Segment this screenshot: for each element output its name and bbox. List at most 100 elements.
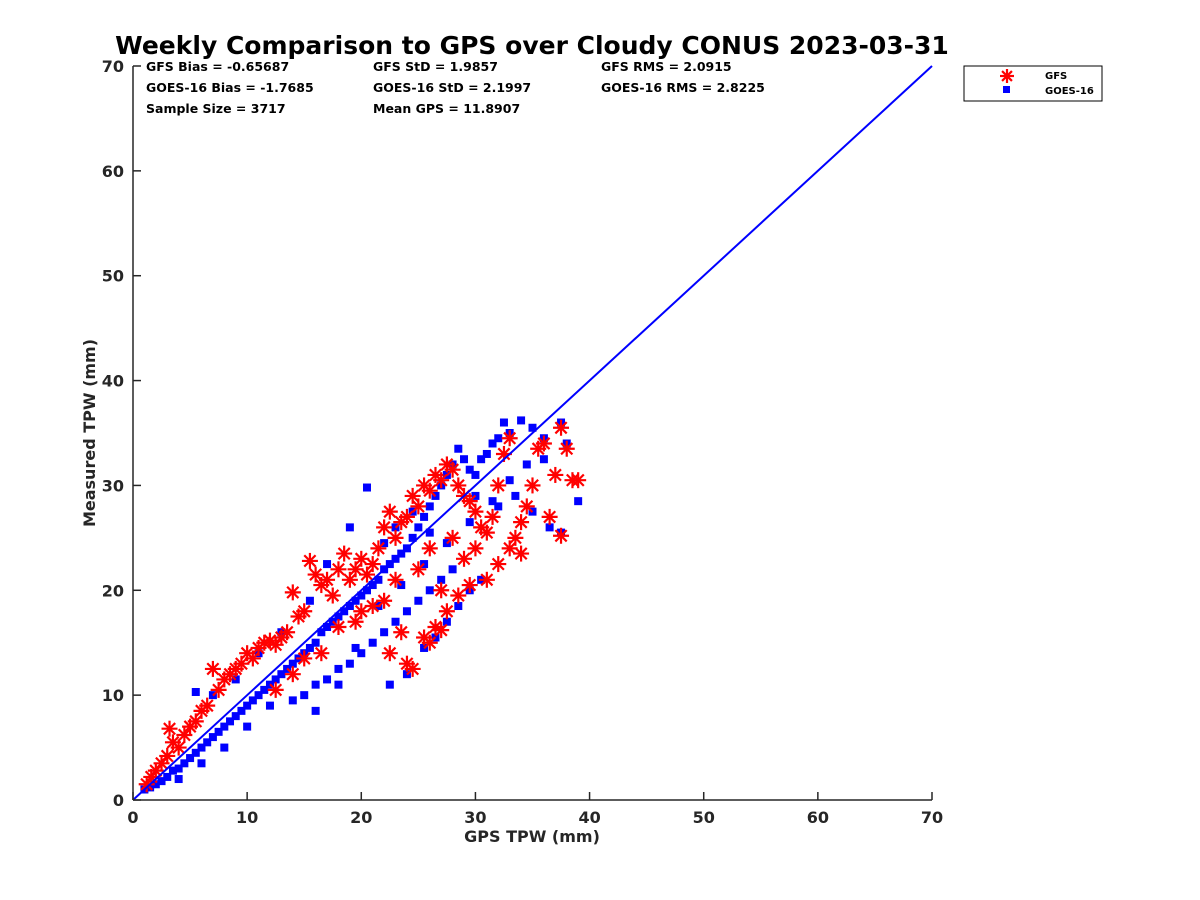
gfs-point-29 xyxy=(296,603,313,620)
gfs-point-92 xyxy=(450,587,467,604)
goes-point-6 xyxy=(174,764,183,773)
goes-point-70 xyxy=(574,497,583,506)
goes-point-41 xyxy=(374,575,383,584)
gfs-point-27 xyxy=(284,584,301,601)
x-tick-label-10: 10 xyxy=(236,808,258,827)
gfs-point-49 xyxy=(410,498,427,515)
gfs-point-82 xyxy=(313,645,330,662)
goes-point-122 xyxy=(522,460,531,469)
goes-point-7 xyxy=(180,759,189,768)
goes-point-111 xyxy=(197,759,206,768)
gfs-point-56 xyxy=(450,477,467,494)
x-tick-label-0: 0 xyxy=(127,808,138,827)
goes-point-120 xyxy=(488,497,497,506)
gfs-point-35 xyxy=(330,561,347,578)
gfs-point-72 xyxy=(541,508,558,525)
goes-point-37 xyxy=(351,596,360,605)
gfs-point-91 xyxy=(438,603,455,620)
gfs-point-108 xyxy=(456,550,473,567)
gfs-point-87 xyxy=(393,624,410,641)
gfs-point-31 xyxy=(307,566,324,583)
goes-point-58 xyxy=(471,470,480,479)
stat-gfs-rms: GFS RMS = 2.0915 xyxy=(601,59,732,74)
reference-line xyxy=(132,65,933,801)
gfs-point-42 xyxy=(370,540,387,557)
goes-point-98 xyxy=(437,575,446,584)
gfs-point-63 xyxy=(490,477,507,494)
gfs-point-34 xyxy=(324,587,341,604)
gfs-point-5 xyxy=(161,720,178,737)
x-tick-label-50: 50 xyxy=(693,808,715,827)
goes-point-125 xyxy=(425,528,434,537)
goes-point-108 xyxy=(191,687,200,696)
goes-point-32 xyxy=(323,622,332,631)
goes-point-38 xyxy=(357,591,366,600)
goes-point-60 xyxy=(482,449,491,458)
goes-point-129 xyxy=(311,706,320,715)
goes-point-20 xyxy=(254,691,263,700)
gfs-point-44 xyxy=(381,503,398,520)
gfs-point-7 xyxy=(170,739,187,756)
gfs-point-36 xyxy=(336,545,353,562)
goes-point-123 xyxy=(539,455,548,464)
goes-point-36 xyxy=(345,602,354,611)
goes-point-47 xyxy=(408,533,417,542)
goes-point-66 xyxy=(528,423,537,432)
gfs-point-101 xyxy=(410,561,427,578)
gfs-point-47 xyxy=(398,508,415,525)
y-tick-label-60: 60 xyxy=(102,162,124,181)
goes-point-23 xyxy=(271,675,280,684)
x-tick-label-60: 60 xyxy=(807,808,829,827)
goes-point-16 xyxy=(231,712,240,721)
gfs-point-81 xyxy=(296,650,313,667)
gfs-point-83 xyxy=(330,618,347,635)
gfs-point-73 xyxy=(547,466,564,483)
gfs-point-99 xyxy=(376,592,393,609)
stat-goes-bias: GOES-16 Bias = -1.7685 xyxy=(146,80,314,95)
gfs-point-61 xyxy=(478,524,495,541)
gfs-point-74 xyxy=(553,419,570,436)
gfs-point-68 xyxy=(518,498,535,515)
gfs-point-24 xyxy=(267,636,284,653)
gfs-point-13 xyxy=(204,660,221,677)
goes-point-89 xyxy=(334,664,343,673)
gfs-point-41 xyxy=(364,556,381,573)
goes-point-31 xyxy=(317,628,326,637)
gfs-point-104 xyxy=(467,540,484,557)
goes-point-90 xyxy=(345,659,354,668)
goes-point-103 xyxy=(305,596,314,605)
stat-goes-rms: GOES-16 RMS = 2.8225 xyxy=(601,80,765,95)
gfs-point-10 xyxy=(187,713,204,730)
goes-point-30 xyxy=(311,638,320,647)
goes-point-91 xyxy=(357,649,366,658)
goes-point-4 xyxy=(163,772,172,781)
gfs-point-39 xyxy=(353,550,370,567)
gfs-point-33 xyxy=(319,571,336,588)
gfs-point-67 xyxy=(513,514,530,531)
gfs-point-62 xyxy=(484,508,501,525)
y-tick-label-50: 50 xyxy=(102,267,124,286)
goes-point-29 xyxy=(305,643,314,652)
gfs-point-76 xyxy=(558,440,575,457)
gfs-point-69 xyxy=(524,477,541,494)
goes-point-93 xyxy=(380,628,389,637)
legend-box xyxy=(963,65,1103,102)
gfs-point-80 xyxy=(284,666,301,683)
gfs-point-12 xyxy=(199,697,216,714)
goes-point-121 xyxy=(505,476,514,485)
goes-point-3 xyxy=(157,777,166,786)
goes-point-81 xyxy=(454,602,463,611)
goes-point-110 xyxy=(220,743,229,752)
goes-point-55 xyxy=(454,444,463,453)
gfs-point-107 xyxy=(513,545,530,562)
gfs-point-20 xyxy=(244,650,261,667)
y-tick-label-30: 30 xyxy=(102,476,124,495)
goes-point-49 xyxy=(420,512,429,521)
goes-point-24 xyxy=(277,670,286,679)
gfs-point-109 xyxy=(433,582,450,599)
y-tick-label-70: 70 xyxy=(102,57,124,76)
gfs-point-4 xyxy=(159,747,176,764)
goes-point-12 xyxy=(208,733,217,742)
stat-gfs-std: GFS StD = 1.9857 xyxy=(373,59,498,74)
